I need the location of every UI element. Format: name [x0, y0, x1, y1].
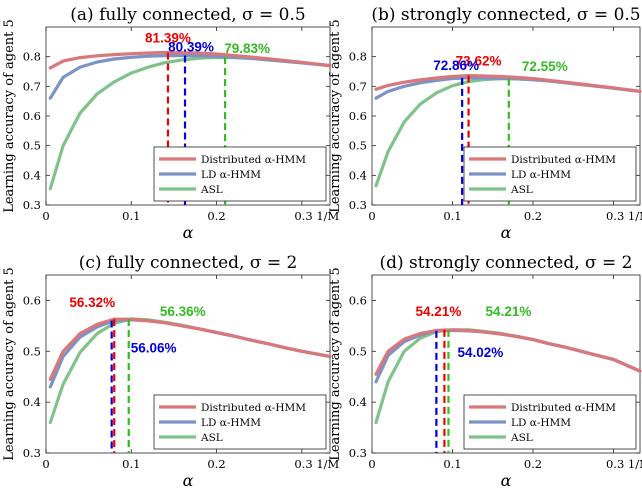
y-tick-label: 0.3 — [349, 198, 367, 212]
panel-title: (d) strongly connected, σ = 2 — [379, 253, 632, 273]
peak-label: 56.36% — [160, 304, 206, 319]
x-axis-label: α — [501, 471, 512, 490]
y-tick-label: 0.8 — [23, 50, 41, 64]
legend-label: LD α-HMM — [201, 417, 261, 429]
x-axis-label: α — [501, 223, 512, 242]
y-tick-label: 0.7 — [23, 79, 41, 93]
legend-label: LD α-HMM — [201, 169, 261, 181]
legend-label: LD α-HMM — [511, 169, 571, 181]
peak-label: 80.39% — [168, 40, 214, 55]
x-tick-label: 0.2 — [207, 209, 225, 223]
y-tick-label: 0.4 — [23, 168, 41, 182]
y-tick-label: 0.6 — [349, 109, 367, 123]
peak-label: 72.86% — [433, 58, 479, 73]
y-tick-label: 0.6 — [23, 293, 41, 307]
y-tick-label: 0.5 — [349, 139, 367, 153]
x-tick-label: 0.2 — [524, 457, 542, 471]
x-tick-label: 0 — [368, 209, 375, 223]
series-line-distributed — [374, 328, 642, 376]
y-axis-label: Learning accuracy of agent 5 — [2, 19, 17, 213]
y-tick-label: 0.3 — [349, 446, 367, 460]
y-tick-label: 0.5 — [349, 344, 367, 358]
x-tick-label: 0.3 1/M — [294, 209, 339, 223]
y-tick-label: 0.5 — [23, 344, 41, 358]
x-tick-label: 0 — [42, 457, 49, 471]
legend-label: Distributed α-HMM — [201, 402, 306, 414]
peak-label: 56.06% — [131, 340, 177, 355]
x-tick-label: 0.2 — [524, 209, 542, 223]
y-tick-label: 0.4 — [349, 395, 367, 409]
x-tick-label: 0 — [42, 209, 49, 223]
series-line-distributed — [374, 73, 642, 94]
y-tick-label: 0.6 — [349, 293, 367, 307]
x-tick-label: 0.3 1/M — [606, 209, 642, 223]
legend-label: ASL — [510, 432, 533, 444]
peak-label: 73.62% — [456, 54, 502, 69]
peak-label: 54.02% — [457, 345, 503, 360]
series-line-distributed — [48, 317, 332, 381]
y-axis-label: Learning accuracy of agent 5 — [328, 19, 343, 213]
y-tick-label: 0.3 — [23, 446, 41, 460]
peak-label: 79.83% — [224, 41, 270, 56]
y-axis-label: Learning accuracy of agent 5 — [2, 267, 17, 461]
peak-label: 72.55% — [522, 59, 568, 74]
peak-label: 56.32% — [69, 295, 115, 310]
x-tick-label: 0.1 — [443, 209, 461, 223]
x-tick-label: 0.1 — [122, 457, 140, 471]
peak-label: 81.39% — [145, 31, 191, 46]
y-tick-label: 0.6 — [23, 109, 41, 123]
legend-box — [463, 394, 637, 450]
x-axis-label: α — [183, 223, 194, 242]
peak-label: 54.21% — [486, 304, 532, 319]
panel-title: (b) strongly connected, σ = 0.5 — [371, 5, 640, 25]
panel-title: (c) fully connected, σ = 2 — [79, 253, 298, 273]
series-line-distributed — [48, 50, 332, 70]
y-tick-label: 0.3 — [23, 198, 41, 212]
y-axis-label: Learning accuracy of agent 5 — [328, 267, 343, 461]
panel-title: (a) fully connected, σ = 0.5 — [70, 5, 305, 25]
legend-label: LD α-HMM — [511, 417, 571, 429]
x-tick-label: 0.3 1/M — [606, 457, 642, 471]
y-tick-label: 0.7 — [349, 79, 367, 93]
legend-label: ASL — [200, 184, 223, 196]
legend-label: ASL — [510, 184, 533, 196]
x-axis-label: α — [183, 471, 194, 490]
y-tick-label: 0.4 — [349, 168, 367, 182]
y-tick-label: 0.5 — [23, 139, 41, 153]
x-tick-label: 0.2 — [207, 457, 225, 471]
y-tick-label: 0.4 — [23, 395, 41, 409]
legend-label: Distributed α-HMM — [511, 154, 616, 166]
x-tick-label: 0.1 — [122, 209, 140, 223]
legend-label: Distributed α-HMM — [511, 402, 616, 414]
peak-label: 54.21% — [416, 304, 462, 319]
legend-label: ASL — [200, 432, 223, 444]
x-tick-label: 0 — [368, 457, 375, 471]
y-tick-label: 0.8 — [349, 50, 367, 64]
x-tick-label: 0.1 — [443, 457, 461, 471]
legend-label: Distributed α-HMM — [201, 154, 306, 166]
x-tick-label: 0.3 1/M — [294, 457, 339, 471]
